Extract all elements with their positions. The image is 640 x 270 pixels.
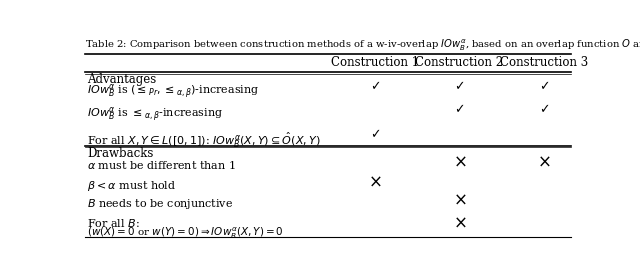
Text: $\times$: $\times$ [452,191,467,208]
Text: $\beta < \alpha$ must hold: $\beta < \alpha$ must hold [88,179,177,193]
Text: Advantages: Advantages [88,73,157,86]
Text: $\checkmark$: $\checkmark$ [539,79,549,92]
Text: $IOw_B^{\alpha}$ is $\leq_{\alpha,\beta}$-increasing: $IOw_B^{\alpha}$ is $\leq_{\alpha,\beta}… [88,105,223,124]
Text: $\times$: $\times$ [368,174,382,191]
Text: $\checkmark$: $\checkmark$ [370,127,380,140]
Text: Construction 2: Construction 2 [415,56,504,69]
Text: Construction 3: Construction 3 [500,56,588,69]
Text: $\checkmark$: $\checkmark$ [370,79,380,92]
Text: $B$ needs to be conjunctive: $B$ needs to be conjunctive [88,197,234,211]
Text: Table 2: Comparison between construction methods of a w-iv-overlap $IOw_B^{\alph: Table 2: Comparison between construction… [85,38,640,53]
Text: $IOw_B^{\alpha}$ is $(\leq_{Pr}, \leq_{\alpha,\beta})$-increasing: $IOw_B^{\alpha}$ is $(\leq_{Pr}, \leq_{\… [88,82,260,101]
Text: Drawbacks: Drawbacks [88,147,154,160]
Text: For all $X, Y \in L([0,1])$: $IOw_B^{\alpha}(X,Y) \subseteq \hat{O}(X,Y)$: For all $X, Y \in L([0,1])$: $IOw_B^{\al… [88,130,321,150]
Text: $(w(X) = 0$ or $w(Y) = 0) \Rightarrow IOw_B^{\alpha}(X,Y) = 0$: $(w(X) = 0$ or $w(Y) = 0) \Rightarrow IO… [88,226,284,241]
Text: $\times$: $\times$ [537,154,550,171]
Text: Construction 1: Construction 1 [331,56,419,69]
Text: $\alpha$ must be different than 1: $\alpha$ must be different than 1 [88,159,236,171]
Text: $\checkmark$: $\checkmark$ [539,102,549,115]
Text: $\times$: $\times$ [452,154,467,171]
Text: $\times$: $\times$ [452,214,467,231]
Text: $\checkmark$: $\checkmark$ [454,79,465,92]
Text: $\checkmark$: $\checkmark$ [454,102,465,115]
Text: For all $B$:: For all $B$: [88,217,140,230]
